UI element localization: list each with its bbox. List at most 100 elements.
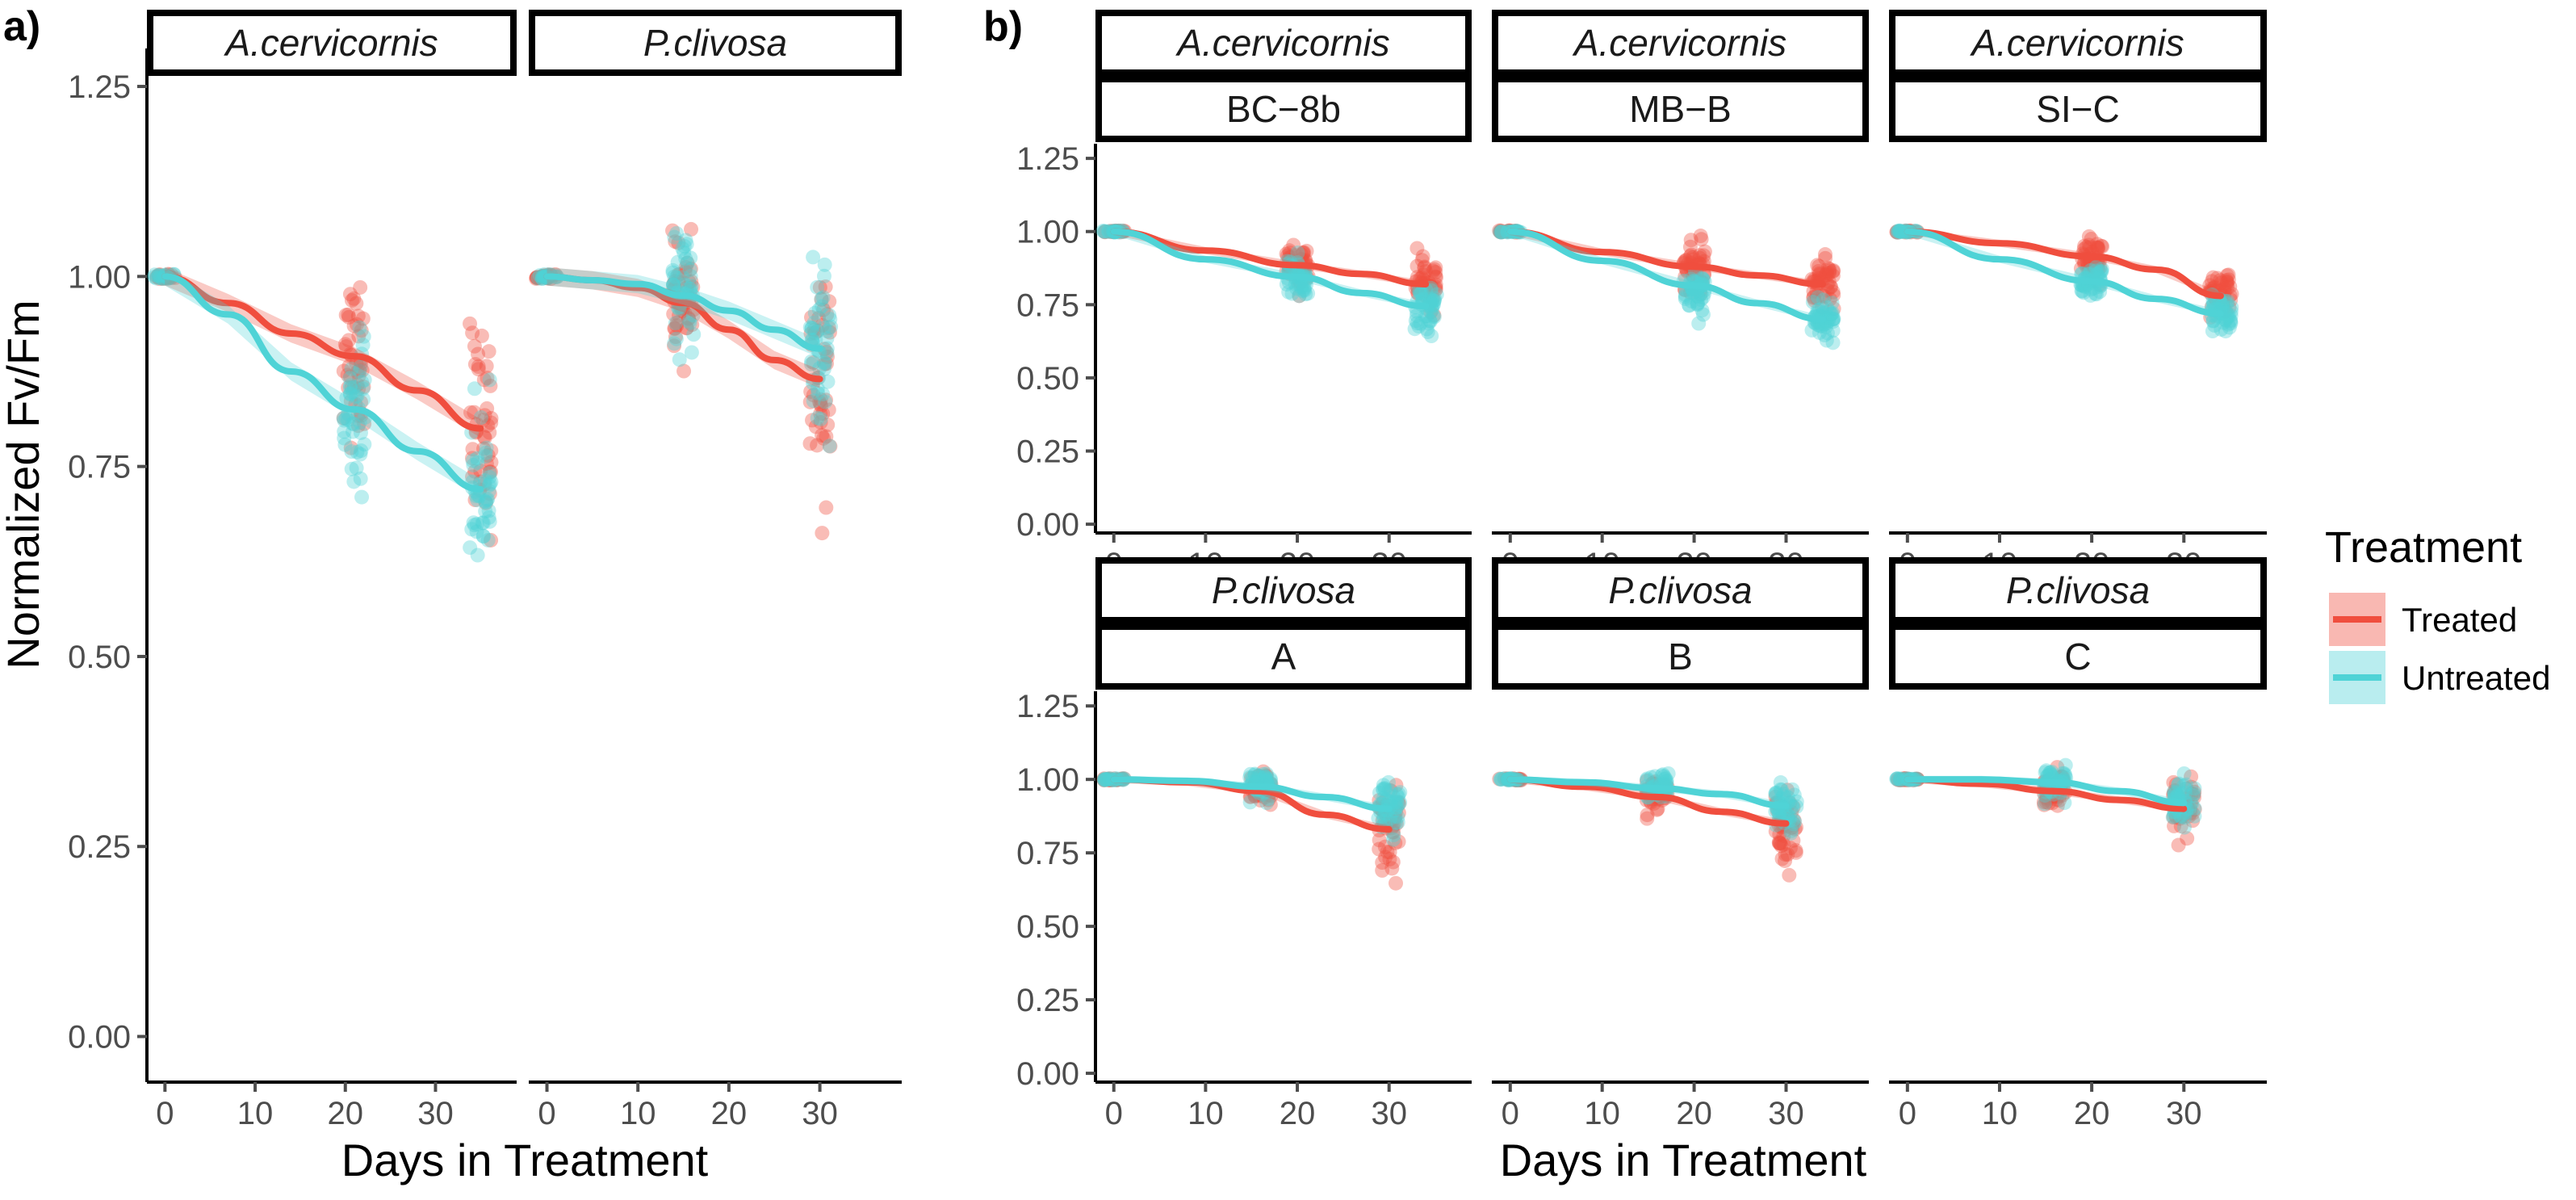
data-point <box>1825 305 1841 321</box>
data-point <box>1377 782 1393 797</box>
data-point <box>2081 229 2096 244</box>
data-point <box>819 392 834 408</box>
data-point <box>346 380 362 395</box>
x-tick-label: 30 <box>802 1096 838 1131</box>
data-point <box>1426 298 1441 313</box>
data-point <box>2220 280 2235 296</box>
data-point <box>2093 238 2109 254</box>
facet-strip-box <box>147 10 517 76</box>
data-point <box>1494 224 1510 240</box>
data-point <box>2089 240 2105 255</box>
data-point <box>479 440 494 455</box>
data-point <box>2215 298 2230 313</box>
x-tick-label: 10 <box>620 1096 656 1131</box>
data-point <box>2089 237 2105 252</box>
data-point <box>1103 772 1118 787</box>
trend-line <box>1904 228 2224 317</box>
data-point <box>475 515 491 531</box>
data-point <box>684 279 699 294</box>
data-point <box>1096 772 1112 787</box>
data-point <box>814 292 829 307</box>
data-point <box>1774 791 1789 806</box>
data-point <box>808 419 823 434</box>
data-point <box>1428 269 1443 284</box>
data-point <box>2042 766 2058 782</box>
data-point <box>1293 279 1309 295</box>
data-point <box>667 321 682 336</box>
data-point <box>1250 768 1266 783</box>
data-point <box>1413 316 1428 331</box>
data-point <box>1427 291 1443 306</box>
data-point <box>147 270 162 285</box>
data-point <box>668 331 684 346</box>
data-point <box>816 361 831 376</box>
data-point <box>1678 269 1693 284</box>
data-point <box>341 309 357 325</box>
x-tick-label: 10 <box>237 1096 274 1131</box>
data-point <box>1493 224 1509 240</box>
data-point <box>1890 224 1905 240</box>
legend-title: Treatment <box>2325 523 2522 572</box>
data-point <box>2081 262 2096 278</box>
data-point <box>1690 289 1706 304</box>
data-point <box>1683 233 1698 248</box>
data-point <box>668 274 683 289</box>
data-point <box>810 323 825 338</box>
data-point <box>685 308 701 323</box>
data-point <box>815 406 831 422</box>
data-point <box>1409 258 1425 274</box>
data-point <box>1768 789 1783 804</box>
data-point <box>1694 271 1710 286</box>
data-point <box>1822 292 1837 307</box>
x-tick-label: 30 <box>417 1096 454 1131</box>
data-point <box>2187 802 2202 817</box>
y-tick-label: 0.75 <box>1016 836 1079 871</box>
data-point <box>354 375 370 390</box>
data-point <box>1820 276 1835 292</box>
data-point <box>2090 260 2105 275</box>
data-point <box>2223 304 2239 319</box>
data-point <box>481 503 496 518</box>
data-point <box>1786 812 1802 828</box>
data-point <box>1771 836 1786 851</box>
data-point <box>2222 308 2237 324</box>
data-point <box>812 361 827 376</box>
data-point <box>1259 768 1274 783</box>
data-point <box>482 466 497 481</box>
data-point <box>1378 850 1393 865</box>
data-point <box>475 528 491 543</box>
data-point <box>348 389 363 405</box>
data-point <box>471 362 486 377</box>
data-point <box>343 369 358 384</box>
data-point <box>1825 314 1841 329</box>
x-tick-label: 0 <box>538 1096 555 1131</box>
trend-line <box>1110 228 1430 310</box>
x-tick-label: 20 <box>2074 1096 2110 1131</box>
data-point <box>1640 808 1655 823</box>
data-point <box>668 329 683 345</box>
confidence-ribbon <box>1113 228 1426 288</box>
data-point <box>1825 268 1841 283</box>
data-point <box>1786 812 1801 828</box>
data-point <box>354 395 369 410</box>
data-point <box>818 355 833 371</box>
data-point <box>2044 764 2059 779</box>
data-point <box>481 510 496 525</box>
data-point <box>467 405 482 420</box>
data-point <box>480 492 496 507</box>
data-point <box>529 270 544 285</box>
data-point <box>2217 281 2232 296</box>
data-point <box>151 267 166 283</box>
data-point <box>2218 313 2234 328</box>
data-point <box>1426 262 1442 277</box>
data-point <box>2074 283 2089 299</box>
data-point <box>2050 760 2065 775</box>
x-tick-label: 20 <box>1280 1096 1316 1131</box>
data-point <box>1383 794 1398 809</box>
data-point <box>1426 308 1442 323</box>
data-point <box>2089 266 2105 282</box>
data-point <box>684 345 699 360</box>
data-point <box>672 352 687 367</box>
data-point <box>1810 290 1825 305</box>
trend-line <box>1110 228 1430 287</box>
